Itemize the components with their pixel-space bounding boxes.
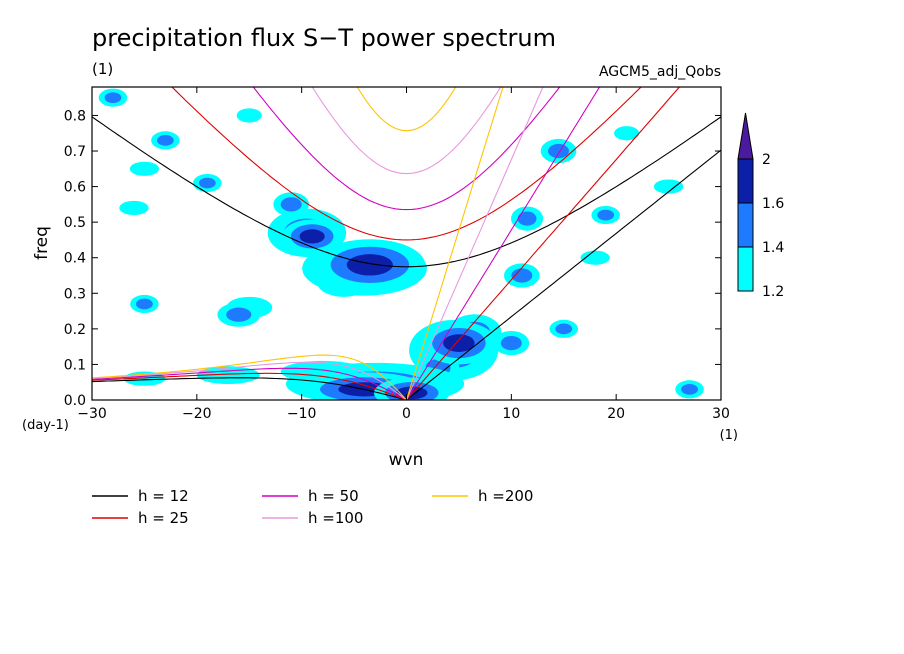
legend-label: h = 50	[308, 487, 359, 505]
colorbar-swatch	[737, 202, 754, 248]
contour-patch	[280, 197, 302, 212]
x-tick-label: 0	[402, 406, 411, 422]
legend: h = 12 h = 25 h = 50 h =100 h =200	[92, 487, 533, 527]
y-tick-label: 0.2	[64, 322, 86, 338]
colorbar-label: 1.4	[762, 240, 784, 256]
x-tick-label: 20	[607, 406, 625, 422]
contour-patch	[597, 209, 615, 221]
contour-patch	[226, 307, 252, 322]
y-tick-label: 0.0	[64, 393, 86, 409]
contour-patch	[500, 335, 522, 351]
contour-patch	[156, 135, 174, 146]
gravity-curve	[356, 87, 457, 132]
dispersion-curves	[92, 87, 721, 400]
colorbar-arrow	[737, 112, 754, 160]
x-tick-label: −30	[77, 406, 107, 422]
y-tick-label: 0.4	[64, 251, 86, 267]
chart-subtitle-left: (1)	[92, 60, 113, 78]
contour-patch	[511, 268, 533, 283]
rossby-curve	[92, 372, 407, 400]
contour-patch	[236, 108, 262, 123]
x-tick-label: 30	[712, 406, 730, 422]
kelvin-curve	[405, 87, 544, 400]
contour-patch	[653, 179, 684, 194]
rossby-curve	[92, 367, 407, 400]
y-tick-label: 0.3	[64, 286, 86, 302]
contour-patch	[346, 254, 393, 276]
colorbar-label: 1.2	[762, 284, 784, 300]
y-tick-label: 0.1	[64, 357, 86, 373]
contour-patch	[517, 211, 537, 226]
y-axis-label: freq	[32, 226, 52, 260]
colorbar-swatch	[737, 246, 754, 292]
spectrum-contours	[98, 88, 704, 400]
rossby-curve	[92, 354, 407, 400]
kelvin-curve	[406, 87, 681, 400]
gravity-curve	[171, 87, 642, 241]
gravity-curve	[252, 87, 561, 211]
x-axis-unit: (1)	[720, 428, 738, 443]
rossby-curve	[92, 361, 407, 400]
contour-patch	[136, 298, 153, 310]
kelvin-curve	[406, 149, 721, 400]
contour-patch	[548, 143, 569, 159]
x-tick-label: 10	[502, 406, 520, 422]
colorbar-swatch	[737, 158, 754, 204]
legend-label: h =100	[308, 509, 363, 527]
colorbar-label: 2	[762, 152, 771, 168]
contour-patch	[443, 334, 475, 352]
contour-patch	[119, 200, 149, 216]
colorbar-label: 1.6	[762, 196, 784, 212]
legend-label: h = 25	[138, 509, 189, 527]
gravity-curve	[311, 87, 502, 175]
contour-patch	[198, 177, 216, 189]
rossby-curve	[92, 377, 407, 400]
legend-label: h =200	[478, 487, 533, 505]
y-axis-ticks: 0.0 0.1 0.2 0.3 0.4 0.5 0.6 0.7 0.8	[64, 108, 721, 409]
gravity-curve	[92, 116, 721, 268]
contour-patch	[129, 161, 160, 176]
kelvin-curve	[405, 87, 504, 400]
y-tick-label: 0.7	[64, 144, 86, 160]
x-tick-label: −20	[182, 406, 212, 422]
kelvin-curve	[406, 87, 601, 400]
contour-patch	[580, 250, 610, 265]
x-tick-label: −10	[287, 406, 317, 422]
colorbar: 1.2 1.4 1.6 2	[737, 112, 784, 300]
chart-title: precipitation flux S−T power spectrum	[92, 24, 556, 52]
chart-subtitle-right: AGCM5_adj_Qobs	[599, 64, 721, 80]
contour-patch	[614, 126, 640, 141]
y-tick-label: 0.8	[64, 108, 86, 124]
contour-patch	[104, 92, 122, 104]
x-axis-ticks: −30 −20 −10 0 10 20 30	[77, 87, 730, 422]
legend-label: h = 12	[138, 487, 189, 505]
x-axis-label: wvn	[389, 450, 424, 470]
y-tick-label: 0.6	[64, 180, 86, 196]
contour-patch	[299, 229, 325, 244]
contour-patch	[196, 366, 260, 384]
contour-patch	[681, 383, 698, 395]
contour-patch	[555, 323, 573, 335]
y-axis-unit: (day-1)	[22, 418, 69, 433]
y-tick-label: 0.5	[64, 215, 86, 231]
